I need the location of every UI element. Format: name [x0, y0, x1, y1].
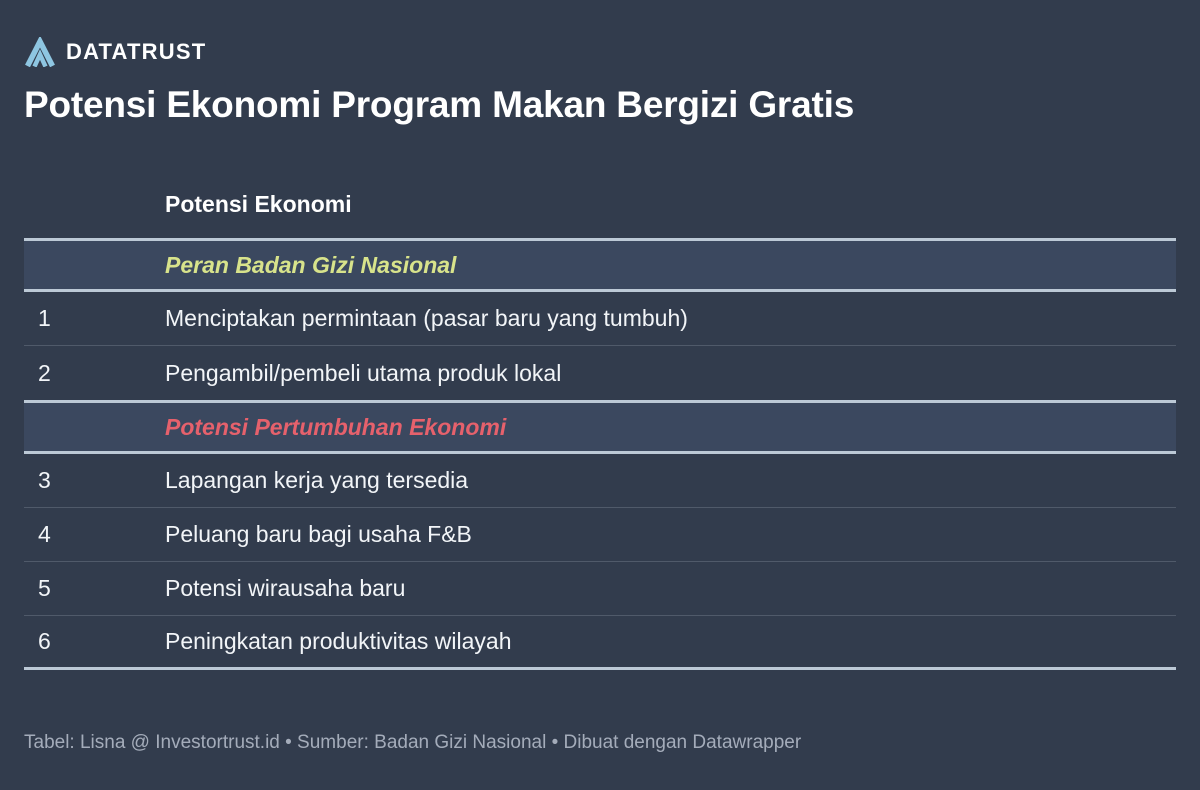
- header-cell-title: Potensi Ekonomi: [165, 190, 352, 217]
- table-row-2: 2 Pengambil/pembeli utama produk lokal: [24, 346, 1176, 400]
- table-row-3: 3 Lapangan kerja yang tersedia: [24, 454, 1176, 508]
- section-label: Potensi Pertumbuhan Ekonomi: [165, 413, 507, 440]
- row-label: Peningkatan produktivitas wilayah: [165, 628, 512, 654]
- brand-header: DATATRUST: [24, 0, 1176, 68]
- row-number: 6: [38, 628, 51, 654]
- row-number: 4: [38, 521, 51, 547]
- table-header-row: Potensi Ekonomi: [24, 170, 1176, 238]
- row-number: 1: [38, 305, 51, 331]
- row-label: Menciptakan permintaan (pasar baru yang …: [165, 305, 688, 331]
- brand-name: DATATRUST: [66, 39, 207, 64]
- table-row-5: 5 Potensi wirausaha baru: [24, 562, 1176, 616]
- row-number: 2: [38, 359, 51, 386]
- row-number: 5: [38, 575, 51, 601]
- row-label: Pengambil/pembeli utama produk lokal: [165, 359, 562, 386]
- table-row-6: 6 Peningkatan produktivitas wilayah: [24, 616, 1176, 670]
- data-table: Potensi Ekonomi Peran Badan Gizi Nasiona…: [24, 170, 1176, 670]
- row-label: Potensi wirausaha baru: [165, 575, 406, 601]
- row-number: 3: [38, 467, 51, 493]
- section-row-peran-badan-gizi: Peran Badan Gizi Nasional: [24, 238, 1176, 292]
- chart-title: Potensi Ekonomi Program Makan Bergizi Gr…: [24, 84, 855, 125]
- table-row-4: 4 Peluang baru bagi usaha F&B: [24, 508, 1176, 562]
- row-label: Peluang baru bagi usaha F&B: [165, 521, 472, 547]
- row-label: Lapangan kerja yang tersedia: [165, 467, 469, 493]
- table-row-1: 1 Menciptakan permintaan (pasar baru yan…: [24, 292, 1176, 346]
- footer-credits: Tabel: Lisna @ Investortrust.id • Sumber…: [24, 732, 802, 753]
- datatrust-logo-icon: [24, 37, 56, 67]
- section-label: Peran Badan Gizi Nasional: [165, 251, 457, 278]
- section-row-potensi-pertumbuhan: Potensi Pertumbuhan Ekonomi: [24, 400, 1176, 454]
